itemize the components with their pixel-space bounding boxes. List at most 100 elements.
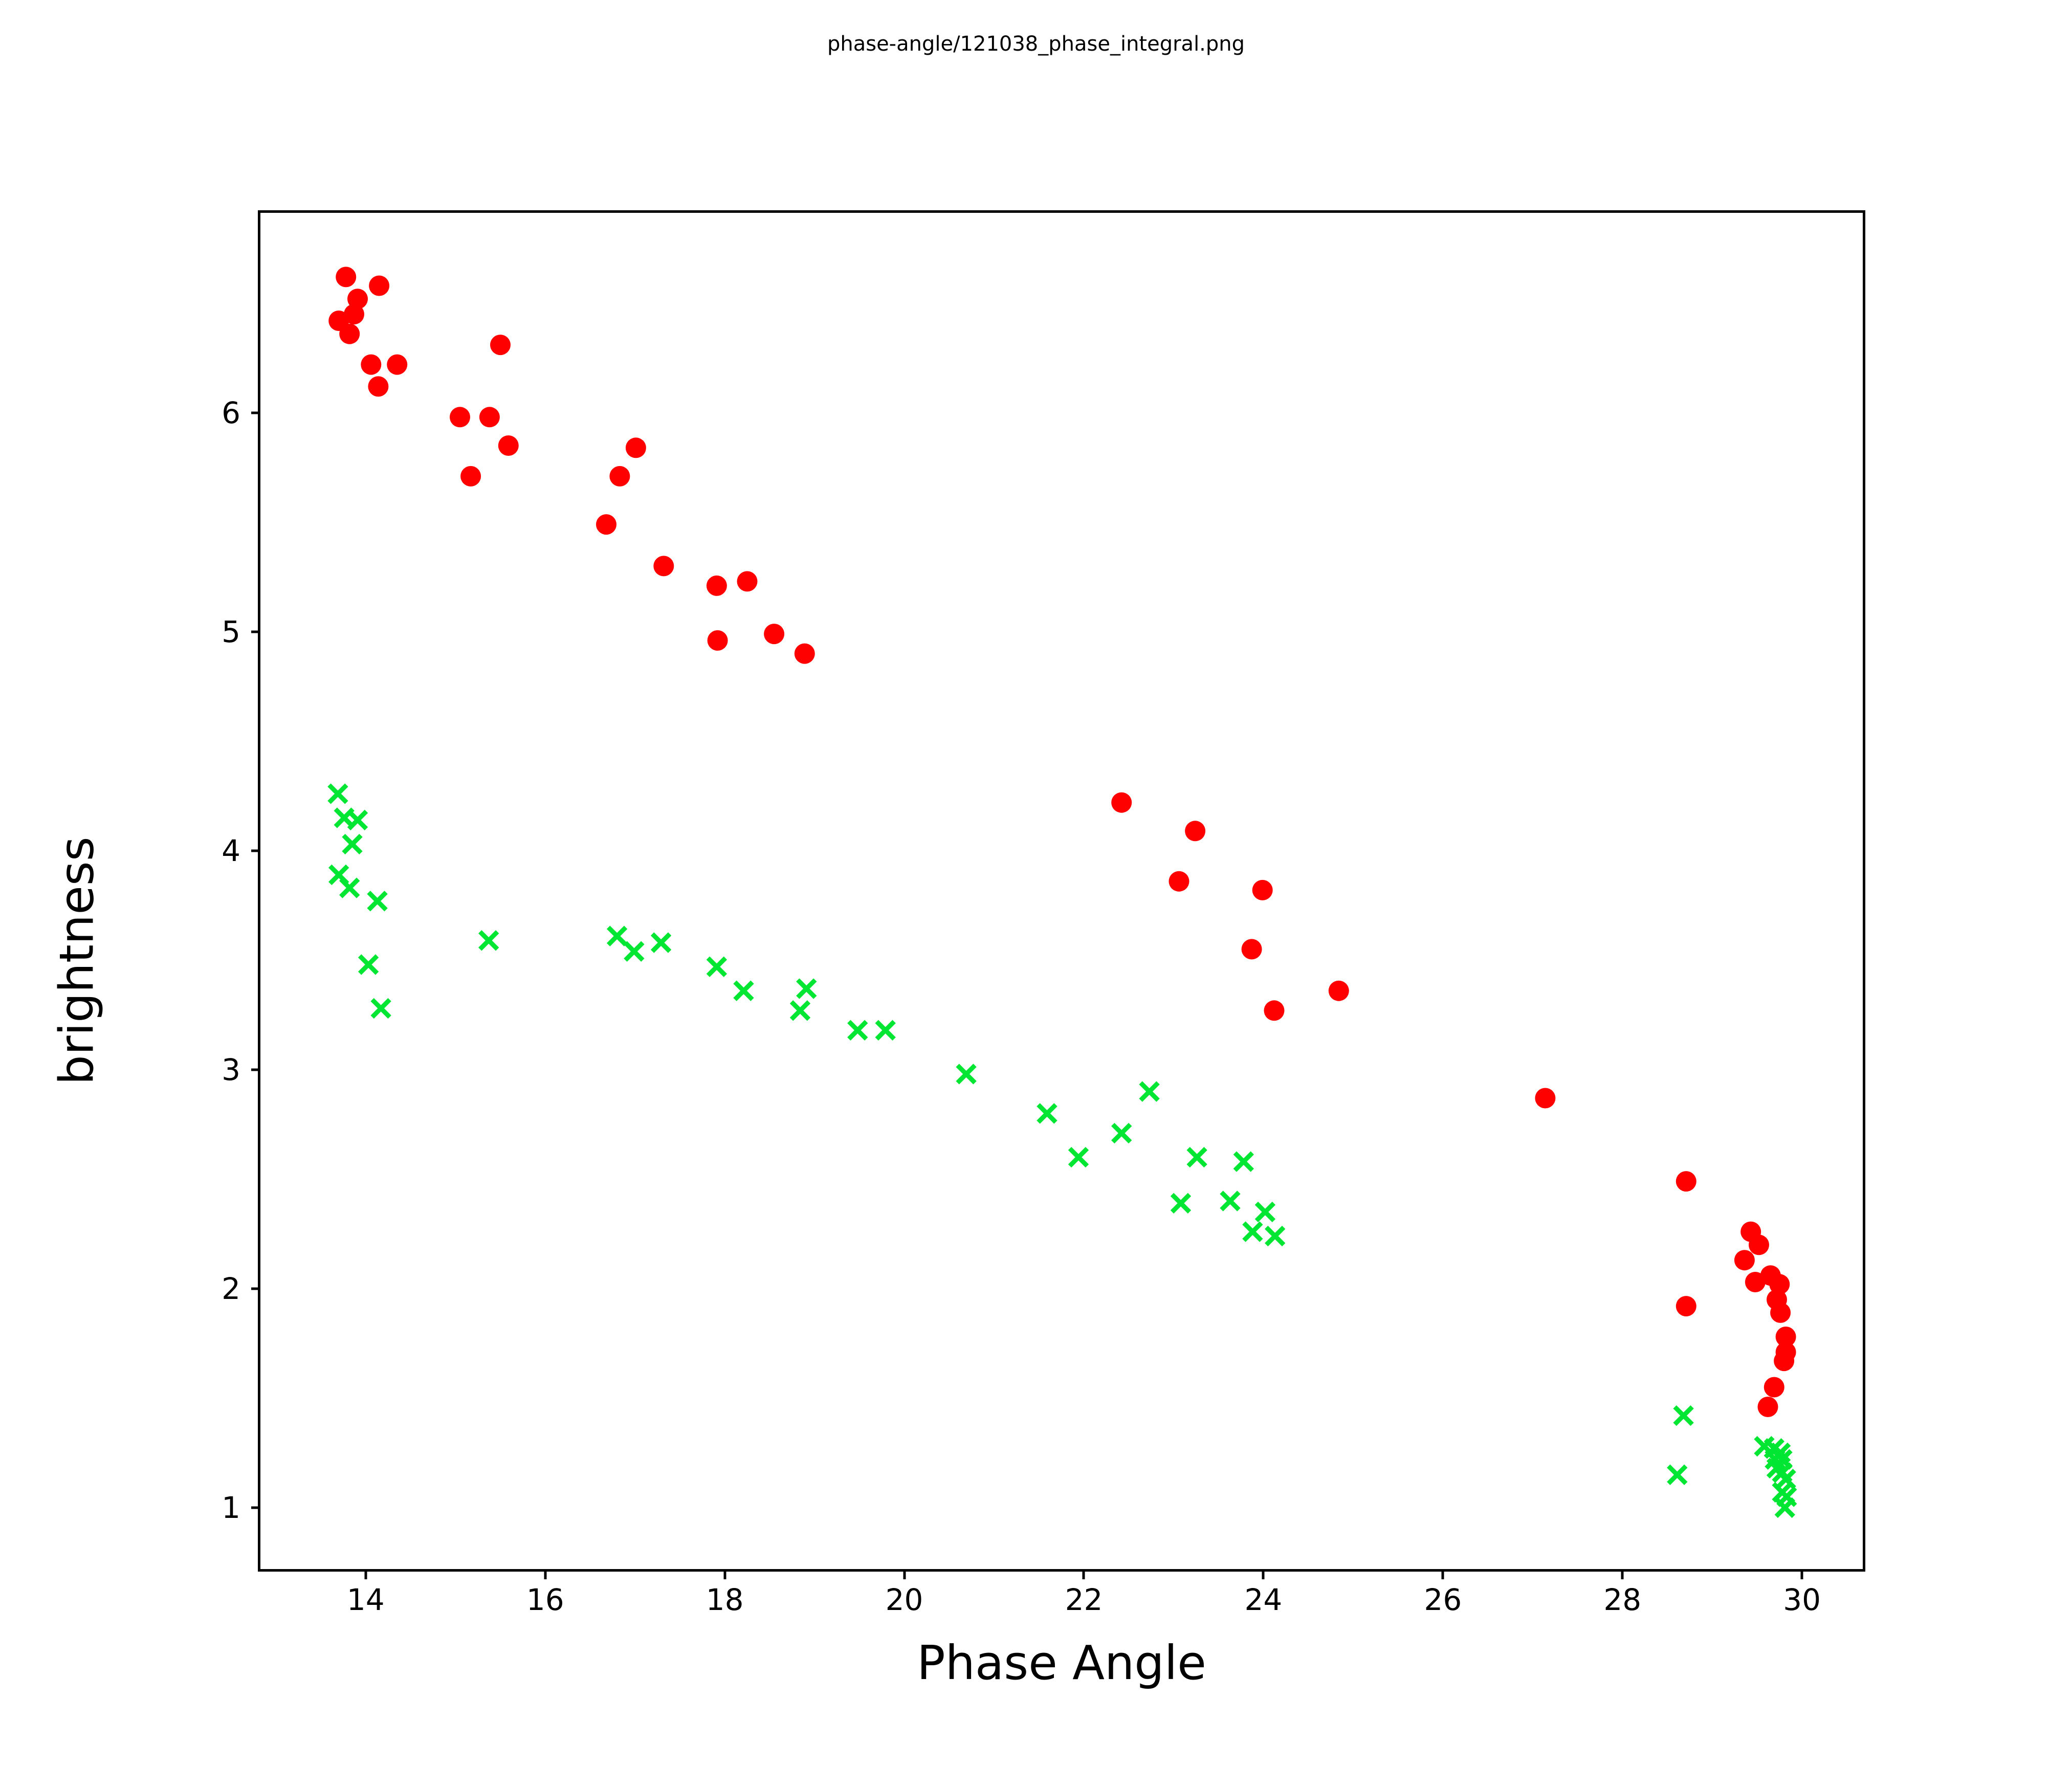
chart-title: phase-angle/121038_phase_integral.png [827, 32, 1245, 56]
x-tick-mark [364, 1572, 367, 1579]
data-point-red-circles [1264, 1000, 1285, 1021]
data-point-green-crosses [847, 1020, 868, 1041]
x-tick-mark [1800, 1572, 1803, 1579]
data-point-red-circles [450, 407, 470, 428]
data-point-red-circles [596, 514, 616, 535]
data-point-red-circles [1676, 1296, 1696, 1317]
data-point-green-crosses [1037, 1103, 1057, 1124]
y-tick-mark [251, 630, 259, 633]
data-point-green-crosses [606, 925, 628, 946]
x-tick-mark [1082, 1572, 1085, 1579]
data-point-red-circles [794, 643, 815, 664]
y-tick-label: 3 [222, 1052, 240, 1087]
data-point-red-circles [479, 407, 500, 428]
x-tick-mark [544, 1572, 547, 1579]
x-tick-mark [903, 1572, 906, 1579]
data-point-red-circles [1775, 1327, 1796, 1347]
data-point-red-circles [387, 354, 408, 375]
y-tick-label: 6 [222, 395, 240, 430]
data-point-green-crosses [478, 930, 499, 951]
data-point-red-circles [1774, 1351, 1795, 1372]
x-tick-label: 24 [1244, 1582, 1283, 1617]
x-tick-label: 18 [706, 1582, 744, 1617]
x-tick-label: 26 [1424, 1582, 1462, 1617]
data-point-green-crosses [1233, 1151, 1254, 1172]
data-point-green-crosses [796, 978, 817, 999]
data-point-green-crosses [370, 998, 391, 1019]
data-point-red-circles [706, 575, 727, 596]
data-point-red-circles [336, 267, 357, 288]
data-point-green-crosses [956, 1064, 977, 1085]
x-tick-label: 14 [346, 1582, 385, 1617]
data-point-red-circles [369, 275, 390, 296]
x-tick-mark [723, 1572, 726, 1579]
x-tick-label: 30 [1783, 1582, 1821, 1617]
data-point-red-circles [1769, 1274, 1790, 1295]
data-point-green-crosses [1186, 1146, 1207, 1168]
data-point-red-circles [1328, 980, 1349, 1001]
data-point-red-circles [764, 624, 785, 645]
data-point-red-circles [368, 376, 389, 397]
data-point-green-crosses [1139, 1081, 1160, 1102]
data-point-green-crosses [358, 954, 379, 975]
data-point-red-circles [1749, 1234, 1769, 1255]
data-point-red-circles [625, 437, 646, 458]
data-point-green-crosses [1667, 1464, 1688, 1485]
data-point-red-circles [347, 289, 368, 310]
y-tick-mark [251, 849, 259, 852]
x-tick-mark [1621, 1572, 1624, 1579]
data-point-green-crosses [1265, 1225, 1286, 1247]
x-tick-label: 28 [1603, 1582, 1642, 1617]
data-point-red-circles [1770, 1302, 1791, 1323]
y-tick-label: 4 [222, 833, 240, 868]
data-point-red-circles [1757, 1397, 1778, 1417]
data-point-red-circles [1764, 1377, 1784, 1398]
data-point-green-crosses [1220, 1190, 1241, 1211]
y-tick-label: 2 [222, 1271, 240, 1306]
data-point-green-crosses [789, 1000, 811, 1021]
data-point-green-crosses [367, 891, 388, 912]
y-tick-mark [251, 1068, 259, 1071]
data-point-green-crosses [650, 932, 672, 953]
data-point-red-circles [1734, 1250, 1755, 1271]
data-point-green-crosses [706, 956, 728, 977]
data-point-red-circles [1676, 1171, 1696, 1192]
data-point-green-crosses [1111, 1122, 1132, 1144]
data-point-red-circles [361, 354, 382, 375]
y-tick-mark [251, 411, 259, 414]
y-tick-label: 5 [222, 614, 240, 649]
data-point-red-circles [490, 335, 511, 356]
data-point-red-circles [1111, 792, 1132, 813]
data-point-green-crosses [347, 809, 368, 831]
data-point-green-crosses [342, 833, 363, 855]
data-point-red-circles [707, 630, 728, 651]
data-point-red-circles [653, 556, 674, 577]
data-point-red-circles [498, 435, 519, 456]
y-tick-mark [251, 1506, 259, 1509]
data-point-green-crosses [327, 783, 348, 804]
data-point-green-crosses [733, 980, 754, 1001]
data-point-red-circles [1745, 1272, 1766, 1292]
x-tick-label: 16 [526, 1582, 564, 1617]
x-tick-mark [1262, 1572, 1265, 1579]
data-point-red-circles [339, 323, 360, 344]
data-point-green-crosses [1254, 1201, 1276, 1223]
plot-frame [258, 210, 1865, 1572]
x-axis-label: Phase Angle [917, 1636, 1206, 1690]
data-point-red-circles [609, 466, 630, 487]
y-tick-mark [251, 1287, 259, 1290]
data-point-red-circles [1535, 1088, 1556, 1109]
data-point-red-circles [1241, 939, 1262, 960]
y-tick-label: 1 [222, 1490, 240, 1525]
x-tick-mark [1441, 1572, 1444, 1579]
data-point-green-crosses [1242, 1221, 1263, 1242]
data-point-red-circles [1252, 879, 1273, 900]
data-point-green-crosses [875, 1020, 896, 1041]
data-point-red-circles [1185, 821, 1206, 842]
data-point-green-crosses [339, 877, 360, 898]
data-point-green-crosses [1774, 1497, 1795, 1518]
data-point-green-crosses [624, 941, 645, 962]
data-point-red-circles [1169, 871, 1189, 892]
data-point-red-circles [460, 466, 481, 487]
